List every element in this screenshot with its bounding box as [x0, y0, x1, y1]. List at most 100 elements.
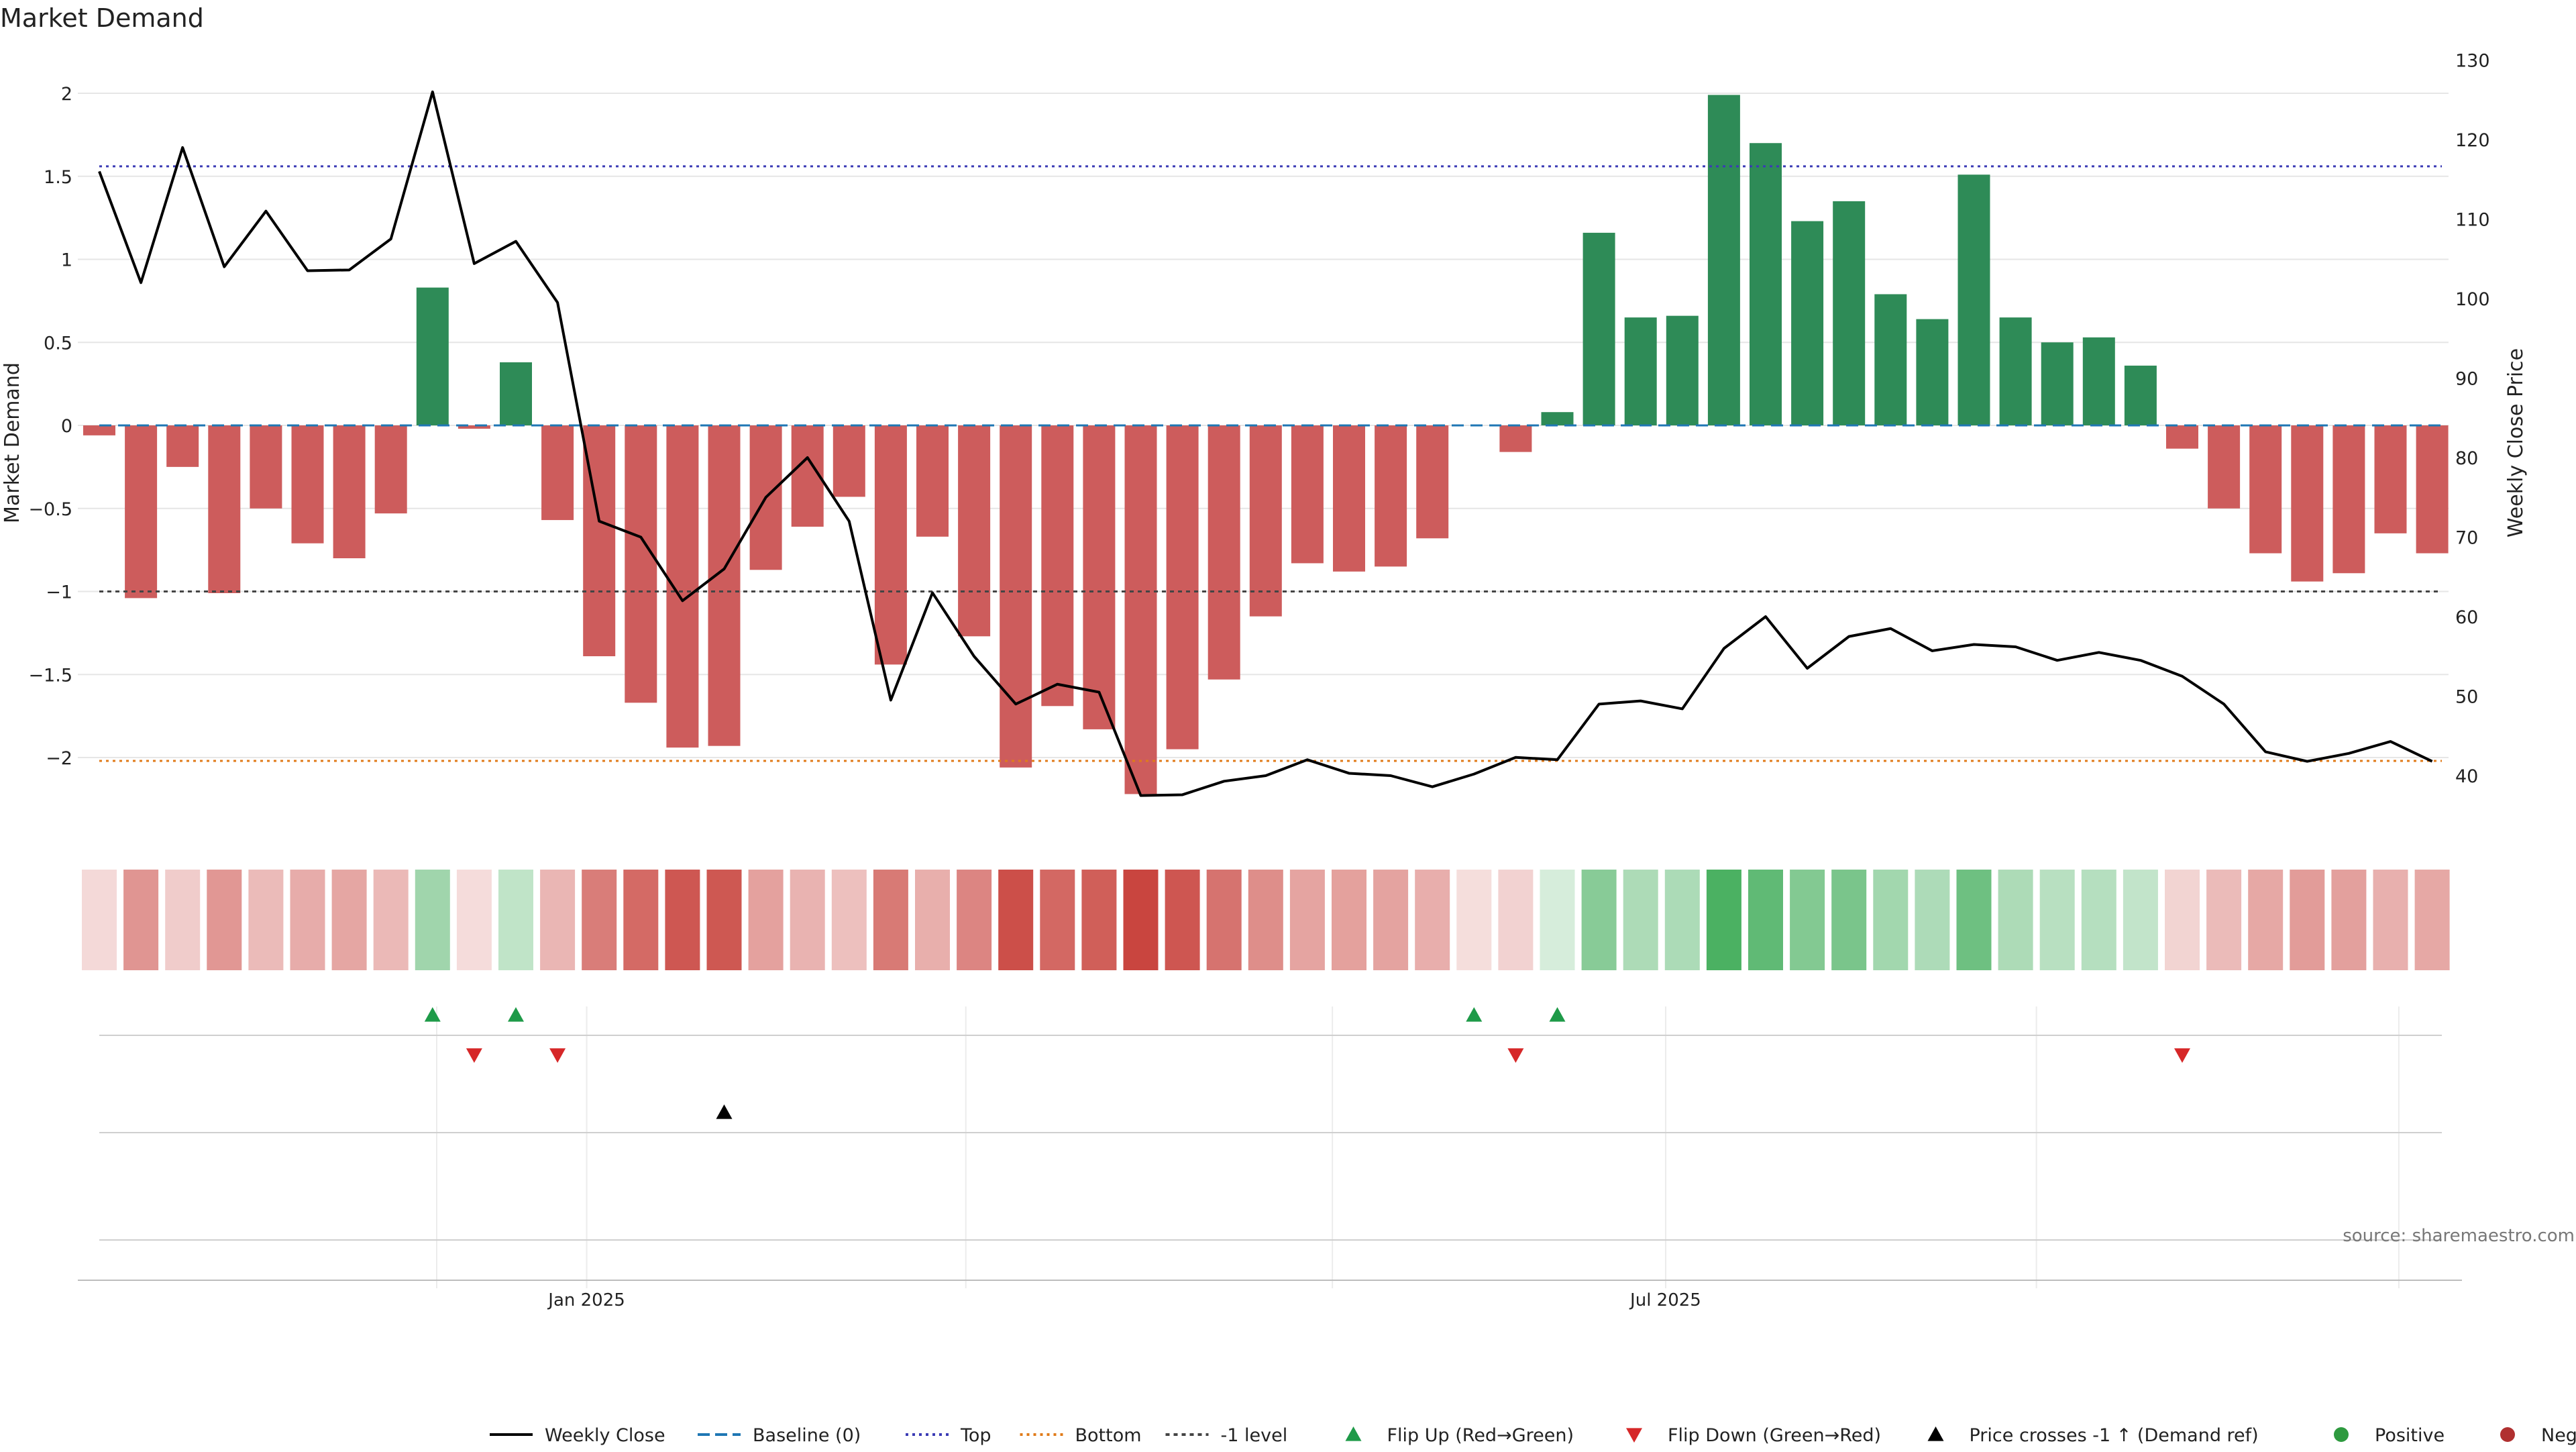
y-right-tick-label: 90 — [2455, 369, 2478, 390]
y-left-tick-label: −1 — [46, 582, 72, 603]
heat-cell — [915, 870, 950, 970]
heat-cell — [2039, 870, 2075, 970]
demand-bar — [2249, 425, 2282, 554]
demand-bar — [666, 425, 699, 748]
flip-down-marker — [1507, 1048, 1524, 1063]
demand-bar — [1041, 425, 1074, 707]
heat-cell — [957, 870, 992, 970]
heat-cell — [82, 870, 117, 970]
demand-bar — [2291, 425, 2324, 582]
heat-cell — [1040, 870, 1075, 970]
heat-cell — [1956, 870, 1992, 970]
heat-cell — [2206, 870, 2242, 970]
heat-cell — [1498, 870, 1534, 970]
demand-bar — [416, 287, 449, 425]
heat-cell — [2248, 870, 2284, 970]
demand-bar — [541, 425, 574, 521]
weekly-close-line — [98, 90, 2433, 797]
legend-label: Flip Down (Green→Red) — [1668, 1425, 1881, 1446]
demand-bar — [1957, 174, 1990, 425]
flip-up-marker — [1549, 1007, 1566, 1022]
demand-bar — [1375, 425, 1407, 567]
legend-label: Positive — [2375, 1425, 2445, 1446]
legend-label: Weekly Close — [545, 1425, 665, 1446]
demand-bar — [916, 425, 949, 537]
heat-cell — [248, 870, 284, 970]
legend-item: Baseline (0) — [698, 1425, 861, 1446]
flip-up-marker — [1466, 1007, 1483, 1022]
heat-cell — [665, 870, 700, 970]
demand-bar — [833, 425, 865, 497]
demand-bar — [1916, 319, 1949, 425]
demand-bar — [2208, 425, 2241, 509]
legend-item: Top — [906, 1425, 991, 1446]
heat-cell — [1706, 870, 1741, 970]
y-left-tick-label: 1.5 — [44, 167, 72, 188]
demand-bar — [2082, 337, 2115, 425]
demand-bar — [250, 425, 282, 509]
heat-cell — [1748, 870, 1783, 970]
y-right-tick-label: 60 — [2455, 607, 2478, 628]
legend-symbol — [1927, 1427, 1944, 1441]
legend-symbol — [2334, 1427, 2349, 1442]
flip-down-marker — [2174, 1048, 2190, 1063]
demand-bar — [1499, 425, 1532, 452]
flip-up-marker — [508, 1007, 524, 1022]
demand-bar — [374, 425, 407, 514]
heat-strip — [82, 870, 2450, 970]
heat-cell — [1790, 870, 1825, 970]
y-left-tick-label: −2 — [46, 748, 72, 769]
y-right-tick-label: 100 — [2455, 289, 2490, 310]
flip-down-marker — [549, 1048, 566, 1063]
legend-item: Positive — [2334, 1425, 2445, 1446]
heat-cell — [1998, 870, 2033, 970]
heat-cell — [1540, 870, 1575, 970]
legend-label: Price crosses -1 ↑ (Demand ref) — [1970, 1425, 2259, 1446]
demand-bar — [1707, 95, 1740, 425]
heat-cell — [456, 870, 492, 970]
heat-cell — [1289, 870, 1325, 970]
demand-bar — [625, 425, 657, 703]
demand-bar — [874, 425, 907, 665]
demand-bar — [2124, 365, 2157, 425]
heat-cell — [998, 870, 1034, 970]
demand-bar — [2041, 342, 2074, 425]
heat-cell — [2081, 870, 2116, 970]
demand-bar — [2166, 425, 2198, 449]
heat-cell — [1581, 870, 1617, 970]
legend-item: Weekly Close — [490, 1425, 665, 1446]
legend-label: Baseline (0) — [753, 1425, 861, 1446]
price-line-layer — [98, 90, 2433, 797]
y-left-tick-label: 0 — [61, 416, 72, 437]
legend-item: Flip Up (Red→Green) — [1345, 1425, 1574, 1446]
demand-bar — [1291, 425, 1324, 564]
demand-bars — [83, 95, 2449, 794]
demand-bar — [1083, 425, 1116, 729]
legend-label: Bottom — [1075, 1425, 1142, 1446]
legend: Weekly Close Baseline (0) Top Bottom -1 leve… — [490, 1425, 2576, 1446]
y-axis-right-label: Weekly Close Price — [2504, 348, 2528, 537]
demand-bar — [1208, 425, 1240, 680]
legend-item: Flip Down (Green→Red) — [1626, 1425, 1881, 1446]
demand-bar — [333, 425, 366, 558]
grid-layer — [78, 93, 2449, 1288]
heat-cell — [2165, 870, 2200, 970]
demand-bar — [1249, 425, 1282, 617]
flip-down-marker — [466, 1048, 482, 1063]
demand-bar — [1416, 425, 1449, 539]
heat-cell — [2373, 870, 2408, 970]
demand-bar — [1124, 425, 1157, 794]
chart-title: Market Demand — [0, 3, 204, 33]
heat-cell — [290, 870, 325, 970]
heat-cell — [1664, 870, 1700, 970]
heat-cell — [1332, 870, 1366, 970]
demand-bar — [2332, 425, 2365, 574]
y-left-tick-label: −1.5 — [28, 665, 72, 686]
event-markers — [424, 1007, 2190, 1119]
heat-cell — [1165, 870, 1200, 970]
heat-cell — [331, 870, 367, 970]
heat-cell — [123, 870, 159, 970]
y-right-tick-label: 130 — [2455, 51, 2490, 72]
